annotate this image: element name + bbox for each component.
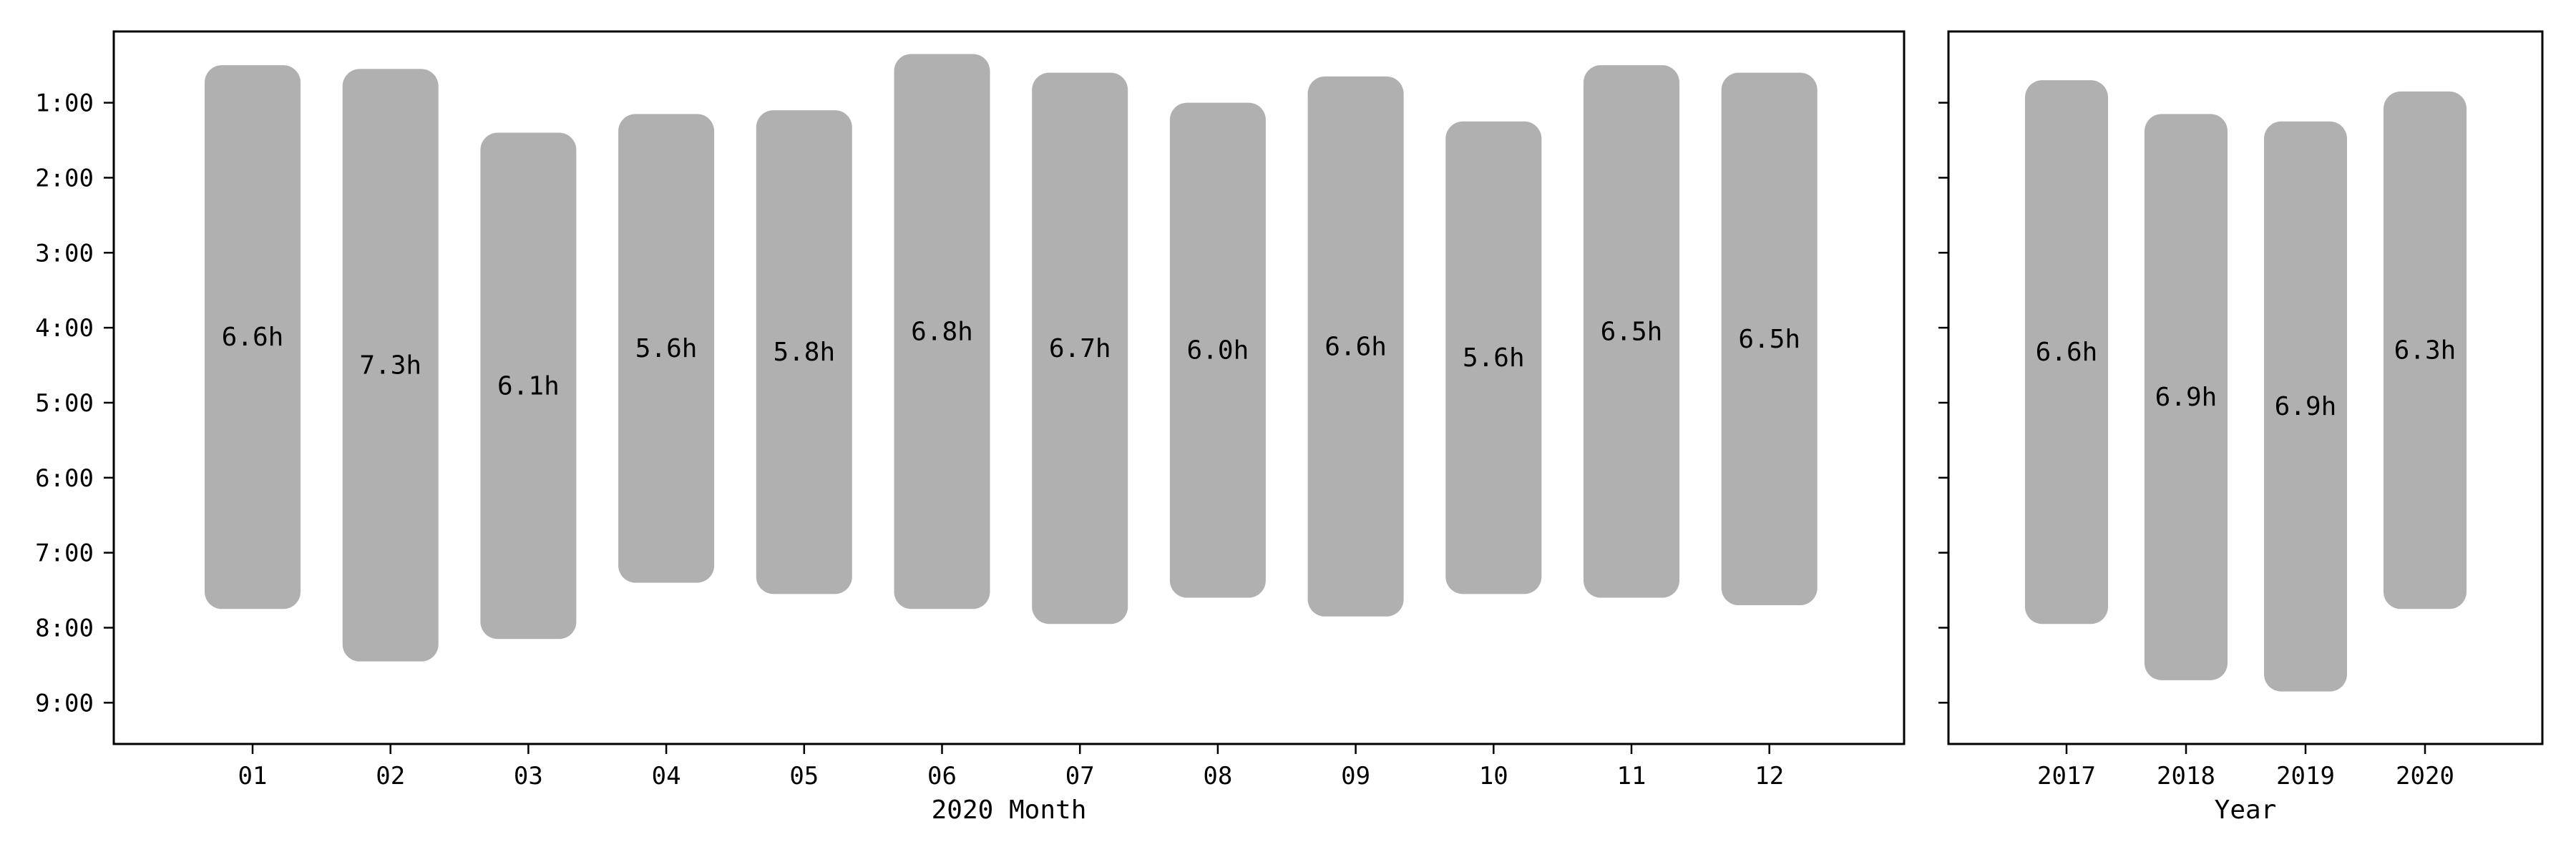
month-bar (342, 69, 439, 662)
month-bar (480, 132, 577, 640)
year-bar (2264, 121, 2347, 692)
month-bar-label: 6.6h (222, 323, 284, 352)
month-bar (894, 54, 990, 609)
month-bar (1721, 72, 1818, 606)
month-bar (618, 114, 715, 583)
year-bar (2145, 114, 2228, 680)
month-x-tick-label: 04 (652, 762, 681, 790)
month-x-tick-label: 02 (376, 762, 405, 790)
month-x-tick-label: 08 (1203, 762, 1232, 790)
month-bar-label: 5.8h (773, 338, 835, 367)
month-x-tick-label: 03 (514, 762, 543, 790)
month-y-tick-label: 8:00 (35, 614, 94, 642)
month-y-tick-label: 6:00 (35, 464, 94, 493)
year-bar-label: 6.9h (2155, 383, 2218, 412)
month-bar (1032, 72, 1128, 625)
month-bar-label: 6.8h (911, 317, 973, 346)
month-x-tick-label: 06 (927, 762, 957, 790)
month-axes-frame (112, 30, 1906, 745)
month-y-tick-label: 7:00 (35, 539, 94, 568)
year-x-tick-label: 2017 (2037, 762, 2096, 790)
month-x-axis-label: 2020 Month (932, 795, 1087, 825)
month-bar-label: 6.7h (1049, 334, 1111, 363)
month-y-tick-label: 4:00 (35, 314, 94, 343)
year-bar (2384, 91, 2467, 609)
year-x-tick-label: 2019 (2276, 762, 2335, 790)
month-bar (756, 110, 852, 594)
month-bar-label: 6.0h (1187, 336, 1249, 366)
month-y-tick-label: 2:00 (35, 164, 94, 192)
month-bar (205, 65, 301, 609)
month-x-tick-label: 01 (238, 762, 268, 790)
month-x-tick-label: 09 (1341, 762, 1370, 790)
month-x-tick-label: 12 (1755, 762, 1784, 790)
month-x-tick-label: 07 (1065, 762, 1095, 790)
month-bar (1584, 65, 1679, 598)
month-y-tick-label: 3:00 (35, 239, 94, 268)
year-x-axis-label: Year (2215, 795, 2277, 825)
month-y-tick-label: 1:00 (35, 89, 94, 118)
month-panel: 1:00 2:00 3:00 4:00 5:00 6:00 7:00 8:00 9:00 6.6h… (35, 30, 1906, 825)
month-bar (1307, 76, 1404, 617)
month-x-tick-label: 10 (1479, 762, 1508, 790)
month-bar-label: 6.5h (1601, 317, 1663, 346)
month-bar-label: 5.6h (635, 334, 698, 363)
month-bar-label: 7.3h (359, 351, 421, 381)
year-bar-label: 6.3h (2394, 336, 2457, 366)
year-panel: 6.6h 2017 6.9h 2018 6.9h 2019 6.3h 2020 Year (1938, 30, 2544, 825)
month-bar-label: 6.5h (1738, 325, 1800, 354)
month-y-tick-label: 9:00 (35, 689, 94, 717)
year-bar-label: 6.9h (2275, 392, 2337, 421)
year-x-tick-label: 2018 (2157, 762, 2215, 790)
year-x-tick-label: 2020 (2396, 762, 2454, 790)
month-bar (1169, 102, 1266, 598)
month-bar (1445, 121, 1542, 594)
month-bar-label: 5.6h (1463, 343, 1525, 373)
month-x-tick-label: 11 (1617, 762, 1646, 790)
year-axes-frame (1947, 30, 2544, 745)
month-y-tick-label: 5:00 (35, 389, 94, 418)
month-bar-label: 6.6h (1324, 332, 1387, 361)
month-x-tick-label: 05 (789, 762, 819, 790)
month-bar-label: 6.1h (497, 371, 560, 401)
year-bar (2025, 80, 2108, 625)
year-bar-label: 6.6h (2036, 338, 2098, 367)
